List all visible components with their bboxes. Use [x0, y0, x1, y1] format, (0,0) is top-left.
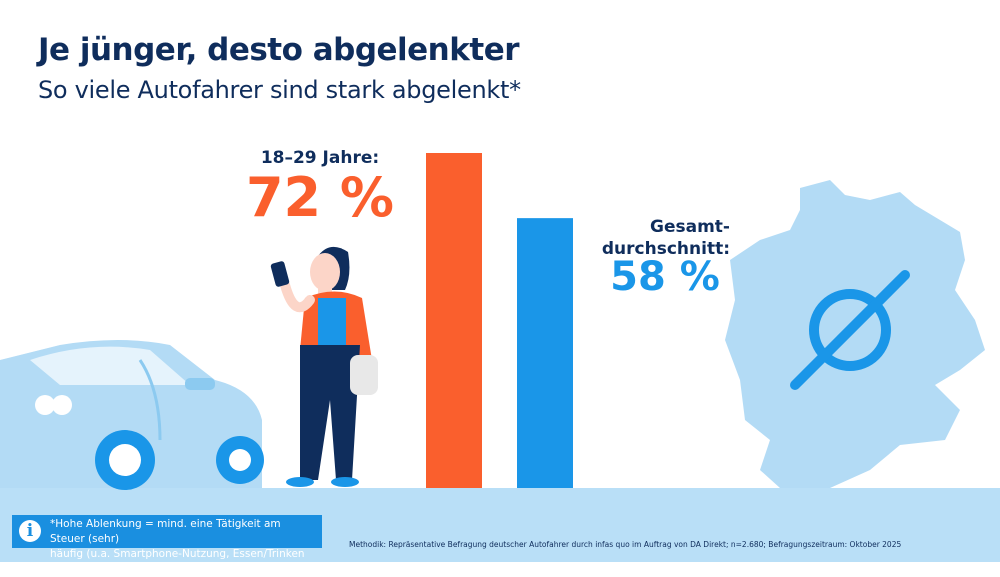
bar-group — [426, 153, 573, 488]
bar-average — [517, 218, 573, 488]
value-age-group: 72 % — [245, 166, 395, 229]
methodology-note: Methodik: Repräsentative Befragung deuts… — [349, 540, 902, 549]
bar-age-18-29 — [426, 153, 482, 488]
page-title: Je jünger, desto abgelenkter — [38, 32, 520, 68]
woman-with-smartphone-icon — [270, 246, 378, 487]
germany-map-icon — [725, 180, 985, 488]
footnote-box: i *Hohe Ablenkung = mind. eine Tätigkeit… — [12, 515, 322, 575]
value-average: 58 % — [610, 254, 720, 300]
car-illustration-icon — [0, 340, 264, 490]
footnote-line2: häufig (u.a. Smartphone-Nutzung, Essen/T… — [50, 548, 305, 575]
label-average: Gesamt- durchschnitt: — [590, 216, 730, 260]
page-subtitle: So viele Autofahrer sind stark abgelenkt… — [38, 76, 521, 104]
label-age-group: 18–29 Jahre: — [260, 148, 380, 168]
illustration-layer — [0, 153, 985, 490]
footnote-line1: *Hohe Ablenkung = mind. eine Tätigkeit a… — [50, 518, 281, 545]
label-average-line2: durchschnitt: — [601, 239, 730, 259]
label-average-line1: Gesamt- — [650, 217, 730, 237]
info-icon: i — [19, 520, 41, 542]
